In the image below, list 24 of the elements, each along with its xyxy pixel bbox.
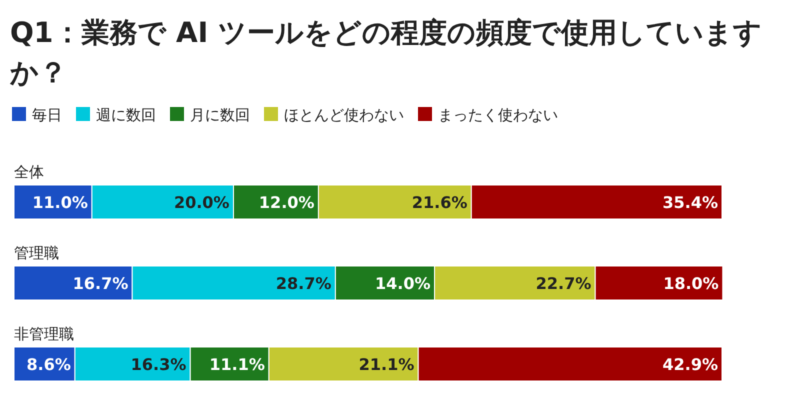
data-label: 28.7% (276, 274, 332, 293)
data-label: 18.0% (663, 274, 719, 293)
data-label: 8.6% (26, 355, 71, 374)
data-label: 16.3% (130, 355, 186, 374)
y-tick-label: 管理職 (14, 244, 59, 262)
legend-label: 月に数回 (190, 106, 250, 124)
data-label: 16.7% (72, 274, 128, 293)
legend-label: ほとんど使わない (284, 106, 404, 124)
data-label: 11.1% (209, 355, 265, 374)
legend-label: 週に数回 (96, 106, 156, 124)
data-label: 11.0% (32, 193, 88, 212)
data-label: 20.0% (174, 193, 230, 212)
y-tick-label: 全体 (14, 163, 44, 181)
data-label: 35.4% (662, 193, 718, 212)
data-label: 14.0% (375, 274, 431, 293)
legend-label: 毎日 (32, 106, 62, 124)
data-label: 42.9% (662, 355, 718, 374)
data-label: 22.7% (536, 274, 592, 293)
data-label: 12.0% (258, 193, 314, 212)
y-tick-label: 非管理職 (14, 325, 74, 343)
chart-title: Q1：業務で AI ツールをどの程度の頻度で使用していますか？ (9, 16, 762, 89)
data-label: 21.6% (412, 193, 468, 212)
legend-label: まったく使わない (438, 106, 558, 124)
data-label: 21.1% (358, 355, 414, 374)
